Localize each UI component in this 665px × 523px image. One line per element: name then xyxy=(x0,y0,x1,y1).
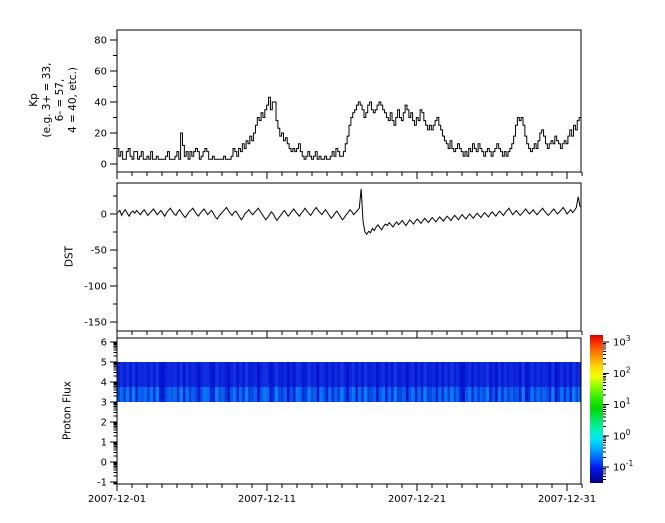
colorbar-tick-label: 100 xyxy=(613,428,631,443)
dst-y-axis xyxy=(110,195,117,323)
kp-y-tick-label: 40 xyxy=(94,98,107,109)
kp-y-tick-label: 80 xyxy=(94,36,107,47)
x-tick-label: 2007-12-11 xyxy=(238,494,296,505)
flux-y-tick-label: 3 xyxy=(101,398,107,409)
flux-y-tick-label: 5 xyxy=(101,358,107,369)
flux-y-tick-label: 1 xyxy=(101,438,107,449)
x-tick-label: 2007-12-21 xyxy=(388,494,446,505)
proton-flux-heatmap xyxy=(117,362,582,402)
kp-panel-frame xyxy=(116,29,582,173)
dst-y-tick-label: -50 xyxy=(91,246,107,257)
kp-panel xyxy=(116,29,583,179)
flux-panel xyxy=(116,337,583,491)
x-tick-label: 2007-12-01 xyxy=(88,494,146,505)
colorbar-tick-label: 10-1 xyxy=(613,459,633,474)
flux-y-tick-label: 6 xyxy=(101,338,107,349)
kp-y-tick-label: 0 xyxy=(101,160,107,171)
x-tick-label: 2007-12-31 xyxy=(538,494,596,505)
colorbar-tick-label: 101 xyxy=(613,397,631,412)
flux-y-tick-label: 0 xyxy=(101,458,107,469)
dst-line xyxy=(117,188,581,236)
dst-panel xyxy=(116,182,583,338)
dst-panel-frame xyxy=(116,182,582,332)
kp-y-tick-label: 20 xyxy=(94,129,107,140)
kp-y-tick-label: 60 xyxy=(94,67,107,78)
flux-y-axis xyxy=(110,341,117,485)
colorbar-tick-label: 102 xyxy=(613,365,631,380)
flux-y-tick-label: 2 xyxy=(101,418,107,429)
colorbar-gradient xyxy=(590,335,603,483)
colorbar: 103 102 101 100 10-1 xyxy=(590,334,633,483)
flux-y-tick-label: 4 xyxy=(101,378,107,389)
flux-y-tick-label: -1 xyxy=(97,478,107,489)
dst-y-tick-label: -150 xyxy=(84,318,107,329)
kp-y-axis xyxy=(110,39,117,165)
flux-panel-frame xyxy=(116,337,582,485)
kp-step-line xyxy=(117,96,581,160)
colorbar-tick-label: 103 xyxy=(613,334,631,349)
dst-y-tick-label: -100 xyxy=(84,282,107,293)
colorbar-ticks xyxy=(603,341,609,480)
dst-y-tick-label: 0 xyxy=(101,210,107,221)
